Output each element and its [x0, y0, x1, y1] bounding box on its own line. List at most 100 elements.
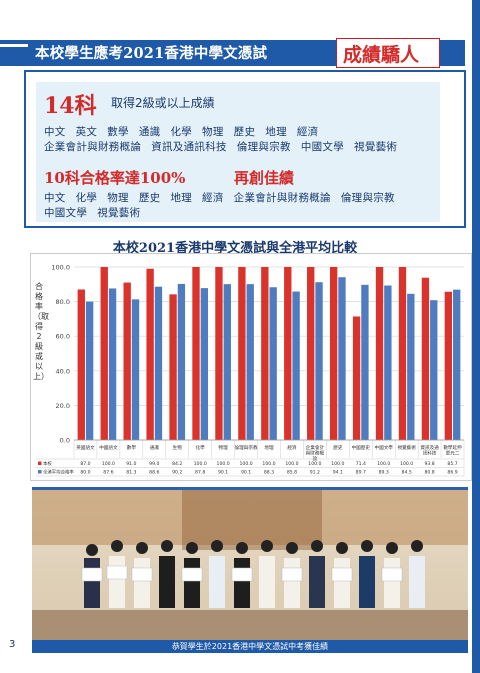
- data-table-value: 85.8: [287, 470, 297, 476]
- banner-stripe: [0, 44, 28, 47]
- pass-rate-title: 10科合格率達100%: [44, 169, 186, 187]
- bar-school: [169, 294, 177, 440]
- subject: 物理: [202, 126, 224, 138]
- x-tick-label: 通識: [150, 444, 160, 451]
- x-tick-label: 倫理與宗教: [235, 444, 258, 451]
- x-tick-label: 生物: [173, 444, 183, 451]
- data-table-value: 80.0: [80, 470, 90, 476]
- y-tick-label: 60.0: [56, 333, 70, 341]
- bar-hk-average: [315, 282, 323, 440]
- bar-hk-average: [246, 284, 254, 440]
- data-table-value: 100.0: [102, 461, 115, 467]
- bar-school: [421, 277, 430, 440]
- bar-school: [352, 316, 361, 440]
- data-table-value: 91.0: [126, 461, 136, 467]
- x-tick-label: 地理: [264, 444, 274, 451]
- data-table-value: 100.0: [239, 461, 252, 467]
- data-table-value: 87.6: [103, 470, 113, 476]
- subject: 化學: [75, 192, 98, 204]
- highlight-subtitle: 取得2級或以上成績: [111, 96, 215, 110]
- banner-accent-box: [336, 38, 440, 68]
- x-tick-label: 中國文學: [375, 444, 394, 451]
- bar-hk-average: [292, 291, 300, 440]
- data-table-value: 100.0: [194, 461, 207, 467]
- pass-rate-title-2: 再創佳績: [234, 169, 295, 187]
- data-table-value: 71.4: [356, 461, 366, 467]
- data-table-value: 87.8: [195, 470, 205, 476]
- data-table-value: 91.2: [310, 470, 320, 476]
- bar-school: [100, 267, 108, 440]
- bar-school: [77, 289, 85, 440]
- bar-school: [146, 268, 154, 440]
- chart-y-axis-label: 合格率（取得2級或以上）: [33, 282, 49, 381]
- bar-school: [444, 291, 453, 440]
- subject: 倫理與宗教: [340, 192, 395, 204]
- banner-accent-text: 成績驕人: [343, 44, 420, 66]
- data-table-value: 80.8: [424, 470, 434, 476]
- bar-school: [215, 267, 223, 440]
- results-summary-panel: [36, 82, 440, 222]
- subject: 化學: [170, 126, 193, 138]
- subject-list-1b: 企業會計與財務概論 資訊及通訊科技 倫理與宗教 中國文學 視覺藝術: [44, 139, 407, 154]
- y-tick-label: 80.0: [56, 298, 70, 306]
- data-table-value: 86.9: [447, 470, 457, 476]
- caption-bar: [32, 640, 468, 653]
- bar-hk-average: [154, 286, 163, 440]
- student-group-photo: [32, 487, 468, 640]
- data-table-value: 93.8: [424, 461, 434, 467]
- photo-caption: 恭賀學生於2021香港中學文憑試中考獲佳績: [171, 642, 329, 651]
- legend-label: 本校: [43, 460, 52, 467]
- x-tick-label: 英國語文: [76, 444, 95, 451]
- bar-hk-average: [269, 287, 277, 440]
- subject: 企業會計與財務概論: [233, 192, 331, 204]
- x-tick-label: 企業會計與財務概論: [306, 444, 325, 462]
- subject-list-2a: 中文 化學 物理 歷史 地理 經濟 企業會計與財務概論 倫理與宗教: [44, 190, 405, 205]
- bar-school: [375, 267, 384, 440]
- page-number: 3: [9, 639, 16, 650]
- x-tick-label: 數學: [127, 444, 137, 451]
- data-table-value: 84.2: [172, 461, 182, 467]
- subject: 物理: [107, 192, 129, 204]
- bar-school: [261, 267, 269, 440]
- subject: 中國文學: [44, 207, 88, 219]
- bar-hk-average: [108, 288, 117, 440]
- data-table-value: 87.0: [80, 461, 90, 467]
- bar-hk-average: [430, 300, 438, 440]
- data-table-value: 85.7: [447, 461, 457, 467]
- bar-school: [307, 267, 315, 440]
- bar-school: [238, 267, 246, 440]
- data-table-value: 81.3: [126, 470, 136, 476]
- subject: 視覺藝術: [97, 207, 141, 219]
- subject: 企業會計與財務概論: [44, 141, 142, 153]
- highlight-number: 14科: [44, 93, 97, 119]
- bar-hk-average: [338, 277, 346, 440]
- bar-school: [123, 282, 131, 440]
- data-table-value: 90.1: [241, 470, 251, 476]
- subject: 中國文學: [300, 141, 345, 153]
- data-table-value: 90.1: [218, 470, 228, 476]
- subject: 數學: [107, 126, 129, 138]
- subject: 中文: [44, 126, 66, 138]
- data-table-value: 90.2: [172, 470, 182, 476]
- subject: 地理: [265, 126, 287, 138]
- data-table-value: 89.7: [356, 470, 366, 476]
- y-tick-label: 20.0: [56, 402, 70, 410]
- x-tick-label: 資訊及通訊科技: [420, 444, 439, 456]
- subject: 歷史: [138, 192, 161, 204]
- bar-school: [192, 267, 200, 440]
- bar-hk-average: [407, 293, 415, 440]
- subject: 經濟: [296, 126, 319, 138]
- data-table-value: 99.0: [149, 461, 159, 467]
- data-table-value: 84.5: [402, 470, 412, 476]
- subject: 經濟: [202, 192, 224, 204]
- legend-label: 全港平均合格率: [43, 469, 74, 476]
- x-tick-label: 中國歷史: [352, 444, 371, 451]
- data-table-value: 100.0: [285, 461, 298, 467]
- legend-swatch: [38, 461, 42, 465]
- x-tick-label: 經濟: [287, 444, 297, 451]
- y-tick-label: 100.0: [51, 264, 70, 272]
- subject: 英文: [75, 126, 98, 138]
- bar-school: [284, 267, 292, 440]
- x-tick-label: 物理: [219, 444, 229, 451]
- chart-title: 本校2021香港中學文憑試與全港平均比較: [112, 241, 358, 256]
